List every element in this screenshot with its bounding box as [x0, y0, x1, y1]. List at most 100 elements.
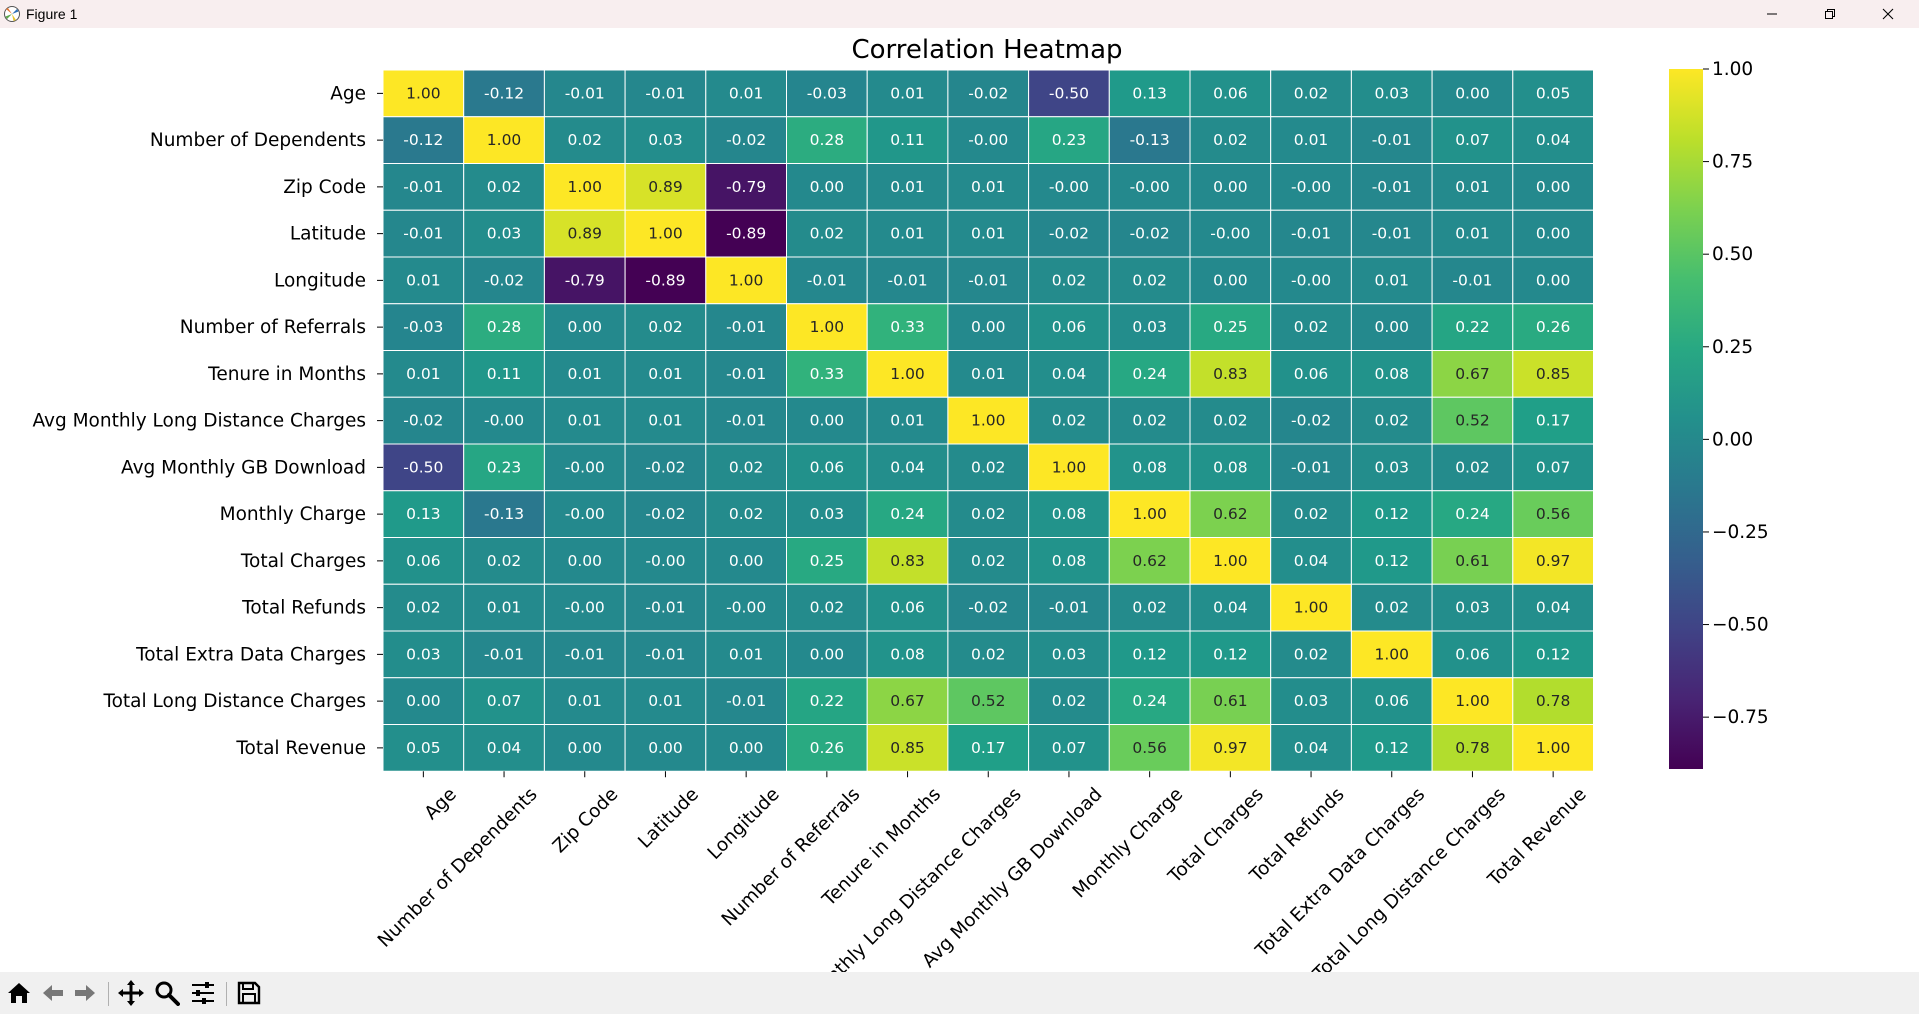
heatmap-cell [1431, 583, 1514, 632]
heatmap-cell [1108, 256, 1191, 305]
cell-value-label: 0.06 [1213, 84, 1248, 102]
home-icon [8, 983, 30, 1003]
heatmap-cell [624, 303, 707, 351]
window-title: Figure 1 [26, 6, 78, 22]
cell-value-label: 0.00 [567, 739, 602, 757]
cell-value-label: 0.00 [1213, 178, 1248, 196]
cell-value-label: -0.89 [726, 225, 766, 243]
cell-value-label: 0.04 [1294, 552, 1329, 570]
heatmap-cell [1028, 350, 1110, 398]
heatmap-cell [1108, 490, 1191, 538]
heatmap-cell [1108, 583, 1191, 632]
cell-value-label: -0.01 [1372, 178, 1412, 196]
cell-value-label: 0.24 [1132, 365, 1167, 383]
cell-value-label: 0.01 [1455, 225, 1490, 243]
heatmap-cell [382, 583, 465, 632]
cell-value-label: -0.00 [1291, 271, 1331, 289]
heatmap-cell [1108, 69, 1191, 118]
cell-value-label: 0.00 [1536, 178, 1571, 196]
forward-button[interactable] [68, 976, 102, 1010]
heatmap-cell [463, 630, 545, 679]
cell-value-label: -0.01 [726, 692, 766, 710]
cell-value-label: 0.08 [1052, 505, 1087, 523]
back-button[interactable] [36, 976, 70, 1010]
heatmap-cell [1189, 116, 1272, 164]
cell-value-label: 0.26 [810, 739, 845, 757]
heatmap-cell [463, 256, 545, 305]
cell-value-label: 0.04 [1536, 131, 1571, 149]
cell-value-label: 0.00 [1536, 271, 1571, 289]
close-button[interactable] [1859, 0, 1917, 28]
cell-value-label: 0.08 [1213, 458, 1248, 476]
matplotlib-icon [4, 6, 20, 22]
save-button[interactable] [232, 976, 266, 1010]
cell-value-label: 0.00 [810, 412, 845, 430]
heatmap-cell [1431, 69, 1514, 118]
heatmap-cell [786, 443, 868, 492]
cell-value-label: 0.89 [567, 225, 602, 243]
cell-value-label: 1.00 [567, 178, 602, 196]
heatmap-cell [624, 724, 707, 772]
cell-value-label: 0.02 [1294, 645, 1329, 663]
cell-value-label: 0.08 [1052, 552, 1087, 570]
cell-value-label: -0.01 [484, 645, 524, 663]
heatmap-cell [543, 350, 626, 398]
heatmap-cell [1189, 443, 1272, 492]
heatmap-cell [1270, 630, 1352, 679]
cell-value-label: -0.01 [645, 84, 685, 102]
cell-value-label: -0.00 [645, 552, 685, 570]
cell-value-label: 0.56 [1536, 505, 1571, 523]
colorbar-tick-label: −0.75 [1712, 707, 1769, 728]
cell-value-label: 1.00 [890, 365, 925, 383]
cell-value-label: 0.33 [890, 318, 925, 336]
heatmap-cell [1028, 677, 1110, 725]
cell-value-label: -0.01 [645, 599, 685, 617]
cell-value-label: -0.02 [1049, 225, 1089, 243]
heatmap-cell [1431, 677, 1514, 725]
heatmap-cell [1028, 537, 1110, 585]
cell-value-label: -0.00 [968, 131, 1008, 149]
zoom-button[interactable] [150, 976, 184, 1010]
y-tick-label: Monthly Charge [220, 504, 366, 525]
cell-value-label: 0.01 [567, 412, 602, 430]
cell-value-label: 0.08 [1132, 458, 1167, 476]
forward-arrow-icon [75, 985, 95, 1001]
home-button[interactable] [2, 976, 36, 1010]
cell-value-label: 0.02 [1294, 505, 1329, 523]
cell-value-label: 0.23 [1052, 131, 1087, 149]
cell-value-label: 1.00 [648, 225, 683, 243]
heatmap-cell [866, 396, 949, 445]
cell-value-label: 0.11 [487, 365, 522, 383]
cell-value-label: 0.00 [1374, 318, 1409, 336]
minimize-button[interactable] [1743, 0, 1801, 28]
zoom-icon [155, 981, 180, 1006]
cell-value-label: 0.24 [1455, 505, 1490, 523]
cell-value-label: -0.01 [1291, 225, 1331, 243]
maximize-button[interactable] [1801, 0, 1859, 28]
cell-value-label: -0.01 [645, 645, 685, 663]
cell-value-label: -0.12 [403, 131, 443, 149]
heatmap-cell [705, 630, 787, 679]
cell-value-label: 0.85 [1536, 365, 1571, 383]
cell-value-label: 0.00 [567, 318, 602, 336]
cell-value-label: -0.02 [726, 131, 766, 149]
cell-value-label: 0.02 [648, 318, 683, 336]
y-tick-label: Total Revenue [235, 738, 366, 759]
cell-value-label: 0.62 [1132, 552, 1167, 570]
cell-value-label: 0.02 [1374, 412, 1409, 430]
pan-button[interactable] [114, 976, 148, 1010]
cell-value-label: 0.02 [1294, 84, 1329, 102]
cell-value-label: 0.08 [1374, 365, 1409, 383]
heatmap-cell [866, 350, 949, 398]
colorbar [1669, 69, 1703, 769]
configure-subplots-button[interactable] [186, 976, 220, 1010]
heatmap-cell [866, 163, 949, 211]
heatmap-cell [1028, 630, 1110, 679]
cell-value-label: 0.25 [810, 552, 845, 570]
cell-value-label: 0.00 [729, 739, 764, 757]
cell-value-label: 0.12 [1213, 645, 1248, 663]
cell-value-label: 0.78 [1536, 692, 1571, 710]
cell-value-label: -0.01 [403, 225, 443, 243]
heatmap-cell [1108, 724, 1191, 772]
cell-value-label: 0.03 [810, 505, 845, 523]
